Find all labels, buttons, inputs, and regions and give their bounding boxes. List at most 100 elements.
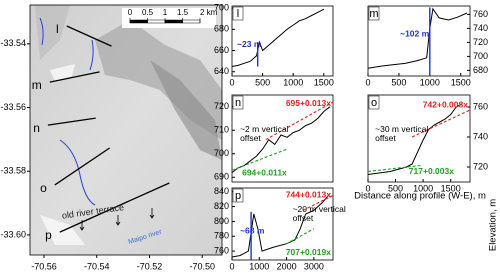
annotation: 695+0.013x (286, 98, 331, 108)
plot-frame (231, 94, 334, 183)
y-tick-label: 780 (214, 231, 229, 241)
y-tick-label: -33.60 (0, 229, 26, 239)
profile (232, 192, 331, 258)
annotation: ~2 m vertical (240, 124, 289, 134)
terrace-arrow (115, 215, 121, 226)
profile-label: p (45, 228, 52, 242)
terrace-arrow (79, 220, 85, 231)
y-tick-label: -33.58 (0, 166, 26, 176)
y-tick-label: 660 (214, 45, 229, 55)
profile (232, 8, 325, 67)
y-tick-label: 840 (214, 186, 229, 196)
x-tick-label: 1000 (413, 183, 433, 193)
plot-frame (367, 94, 471, 183)
x-tick-label: 1500 (441, 183, 461, 193)
scalebar-segment (182, 19, 201, 24)
scalebar-label: 0 (128, 8, 133, 17)
y-tick-label: 720 (214, 101, 229, 111)
annotation: 717+0.003x (409, 166, 454, 176)
y-tick-label: -33.56 (0, 102, 26, 112)
profile (368, 103, 462, 175)
y-tick-label: 720 (473, 161, 488, 171)
y-axis-label: Elevation, m (488, 199, 499, 251)
x-tick-label: 0 (365, 77, 370, 87)
y-tick-label: 700 (214, 148, 229, 158)
y-tick-label: 760 (473, 101, 488, 111)
map-background (30, 5, 222, 255)
annotation: 694+0.011x (242, 168, 287, 178)
panel-label-box (368, 95, 380, 110)
profile-line (66, 25, 112, 47)
profile-label: l (56, 22, 59, 36)
scalebar-label: 2 km (200, 8, 218, 17)
profile-line (47, 117, 96, 126)
scalebar-label: 1 (163, 8, 168, 17)
panel-label-box (368, 6, 380, 21)
profile-label: o (40, 181, 47, 195)
x-tick-label: -70.54 (84, 261, 110, 271)
x-tick-label: 1500 (451, 77, 471, 87)
scalebar-label: 0.5 (142, 8, 154, 17)
annotation: ~68 m (240, 225, 265, 235)
annotation: ~20 m vertical (293, 204, 346, 214)
fit-line (265, 101, 333, 141)
annotation: offset (375, 133, 396, 143)
annotation: 744+0.013x (286, 189, 331, 199)
annotation: ~23 m (237, 39, 262, 49)
y-tick-label: 700 (214, 2, 229, 12)
x-tick-label: 2000 (277, 261, 297, 271)
x-tick-label: 500 (388, 183, 403, 193)
panel-label: p (235, 190, 241, 202)
x-tick-label: 0 (365, 183, 370, 193)
profile-label: m (32, 78, 42, 92)
x-tick-label: 1000 (283, 77, 303, 87)
x-tick-label: 1000 (249, 261, 269, 271)
map-frame (29, 4, 223, 256)
panel-label-box (232, 6, 244, 21)
y-tick-label: 690 (214, 172, 229, 182)
x-tick-label: 3000 (304, 261, 324, 271)
x-tick-label: 500 (391, 77, 406, 87)
profile-line (49, 71, 100, 83)
x-tick-label: 1000 (420, 77, 440, 87)
annotation: offset (293, 213, 314, 223)
y-tick-label: 640 (214, 66, 229, 76)
y-tick-label: 710 (214, 125, 229, 135)
y-tick-label: 740 (473, 131, 488, 141)
scalebar-segment (147, 19, 166, 24)
annotation: ~102 m (400, 28, 430, 38)
x-tick-label: 0 (229, 77, 234, 87)
profile-label: n (33, 121, 40, 135)
annotation: 707+0.019x (286, 247, 331, 257)
fit-line (411, 109, 470, 138)
y-tick-label: 720 (473, 37, 488, 47)
scalebar-segment (129, 19, 148, 24)
profile-line (59, 182, 170, 233)
y-tick-label: 760 (473, 9, 488, 19)
panel-label-box (232, 95, 244, 110)
profile (368, 7, 468, 69)
panel-label: n (235, 97, 241, 109)
y-tick-label: 800 (214, 216, 229, 226)
x-tick-label: 500 (255, 77, 270, 87)
scalebar-label: 1.5 (177, 8, 189, 17)
annotation: 742+0.008x (423, 100, 468, 110)
x-tick-label: -70.52 (137, 261, 163, 271)
panel-label: m (369, 8, 378, 20)
y-tick-label: 680 (214, 24, 229, 34)
panel-label: o (371, 97, 377, 109)
annotation: offset (240, 133, 261, 143)
x-tick-label: -70.56 (31, 261, 57, 271)
fit-line (302, 194, 333, 211)
fit-line (368, 164, 421, 173)
terrace-arrow (149, 208, 155, 219)
y-tick-label: 760 (214, 245, 229, 255)
y-tick-label: 680 (473, 65, 488, 75)
x-tick-label: 0 (229, 261, 234, 271)
y-tick-label: 700 (473, 51, 488, 61)
plot-frame (231, 5, 334, 77)
profile (232, 106, 331, 173)
panel-label: l (237, 8, 239, 20)
y-tick-label: 820 (214, 201, 229, 211)
panel-label-box (232, 188, 244, 203)
